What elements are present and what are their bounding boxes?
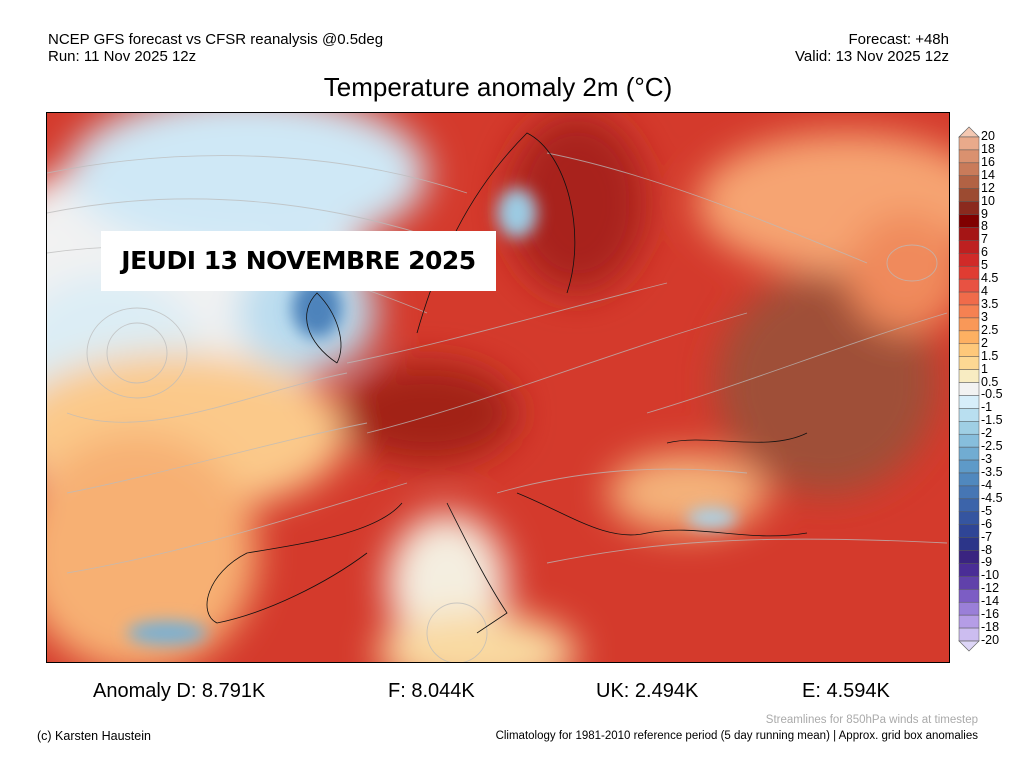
colorbar-tick-label: -16 (981, 607, 1000, 622)
colorbar-bin (958, 253, 980, 267)
streamlines-note: Streamlines for 850hPa winds at timestep (765, 714, 978, 726)
colorbar-tick-label: -8 (981, 542, 993, 557)
colorbar-tick-label: 8 (981, 219, 988, 234)
colorbar-bin (958, 601, 980, 616)
colorbar-tick-label: 2 (981, 335, 988, 350)
colorbar-bin (958, 485, 980, 500)
valid-time: Valid: 13 Nov 2025 12z (795, 48, 949, 65)
colorbar-bin (958, 459, 980, 474)
colorbar-bin (958, 537, 980, 551)
anomaly-uk: UK: 2.494K (596, 680, 699, 702)
colorbar (958, 126, 980, 652)
colorbar-tick-label: 14 (981, 167, 995, 182)
model-info: NCEP GFS forecast vs CFSR reanalysis @0.… (48, 31, 384, 48)
colorbar-tick-label: 7 (981, 232, 988, 247)
colorbar-tick-label: -1.5 (981, 413, 1003, 428)
colorbar-tick-label: 1.5 (981, 348, 999, 363)
colorbar-tick-label: -1 (981, 400, 993, 415)
anomaly-france: F: 8.044K (388, 680, 475, 702)
colorbar-bin (958, 472, 980, 487)
colorbar-tick-label: 4.5 (981, 271, 999, 286)
colorbar-tick-label: -2 (981, 426, 993, 441)
colorbar-bin (958, 576, 980, 590)
colorbar-bin (958, 149, 980, 164)
credit: (c) Karsten Haustein (37, 729, 151, 743)
colorbar-bottom-triangle (958, 640, 980, 652)
colorbar-bin (958, 356, 980, 370)
colorbar-bin (958, 343, 980, 357)
anomaly-spain: E: 4.594K (802, 680, 890, 702)
colorbar-tick-label: 16 (981, 154, 995, 169)
colorbar-tick-label: 5 (981, 258, 988, 273)
colorbar-bin (958, 433, 980, 448)
colorbar-tick-label: -3.5 (981, 465, 1003, 479)
run-info: Run: 11 Nov 2025 12z (48, 48, 197, 65)
anomaly-field (47, 113, 949, 662)
colorbar-bin (958, 175, 980, 189)
colorbar-tick-label: -12 (981, 581, 1000, 596)
colorbar-tick-label: 18 (981, 141, 995, 156)
colorbar-bin (958, 395, 980, 409)
colorbar-tick-label: -4 (981, 477, 993, 492)
colorbar-tick-label: 2.5 (981, 322, 999, 337)
colorbar-bin (958, 382, 980, 396)
colorbar-bin (958, 498, 980, 513)
colorbar-bin (958, 627, 980, 642)
colorbar-tick-label: 3.5 (981, 297, 999, 311)
colorbar-bin (958, 188, 980, 202)
colorbar-bin (958, 563, 980, 577)
colorbar-bin (958, 240, 980, 254)
colorbar-tick-label: -6 (981, 516, 993, 531)
colorbar-bin (958, 162, 980, 177)
colorbar-bin (958, 214, 980, 228)
colorbar-tick-label: -14 (981, 594, 1000, 609)
colorbar-bin (958, 614, 980, 629)
colorbar-tick-label: -9 (981, 555, 993, 570)
colorbar-bin (958, 550, 980, 564)
anomaly-germany: Anomaly D: 8.791K (93, 680, 266, 702)
colorbar-tick-label: -7 (981, 529, 993, 544)
colorbar-tick-label: 12 (981, 180, 995, 195)
colorbar-bin (958, 446, 980, 461)
colorbar-bin (958, 408, 980, 422)
colorbar-bin (958, 265, 980, 280)
colorbar-tick-label: 6 (981, 245, 988, 260)
colorbar-tick-label: -4.5 (981, 490, 1003, 505)
colorbar-tick-label: 3 (981, 309, 988, 324)
colorbar-bin (958, 317, 980, 332)
colorbar-tick-label: -20 (981, 633, 1000, 647)
colorbar-tick-label: 1 (981, 361, 988, 376)
colorbar-bin (958, 330, 980, 345)
chart-title: Temperature anomaly 2m (°C) (323, 72, 673, 102)
colorbar-tick-label: 20 (981, 129, 995, 143)
colorbar-bin (958, 278, 980, 293)
forecast-hour: Forecast: +48h (848, 31, 949, 48)
colorbar-bin (958, 511, 980, 525)
colorbar-tick-label: 4 (981, 284, 988, 299)
colorbar-bin (958, 201, 980, 215)
climatology-note: Climatology for 1981-2010 reference peri… (495, 730, 978, 742)
colorbar-tick-label: -10 (981, 568, 1000, 583)
colorbar-bin (958, 589, 980, 603)
colorbar-tick-label: 10 (981, 193, 995, 208)
colorbar-tick-label: -0.5 (981, 387, 1003, 402)
colorbar-bin (958, 227, 980, 241)
colorbar-bin (958, 369, 980, 383)
colorbar-bin (958, 304, 980, 319)
colorbar-tick-label: -18 (981, 620, 1000, 635)
colorbar-top-triangle (958, 126, 980, 138)
date-label: JEUDI 13 NOVEMBRE 2025 (101, 231, 496, 291)
colorbar-bin (958, 136, 980, 151)
colorbar-tick-label: 0.5 (981, 374, 999, 389)
colorbar-tick-label: -5 (981, 503, 993, 518)
colorbar-bin (958, 421, 980, 435)
colorbar-tick-label: -3 (981, 452, 993, 467)
colorbar-bin (958, 291, 980, 306)
colorbar-tick-label: -2.5 (981, 439, 1003, 454)
colorbar-bin (958, 524, 980, 538)
colorbar-tick-label: 9 (981, 206, 988, 221)
anomaly-map: JEUDI 13 NOVEMBRE 2025 (46, 112, 950, 663)
